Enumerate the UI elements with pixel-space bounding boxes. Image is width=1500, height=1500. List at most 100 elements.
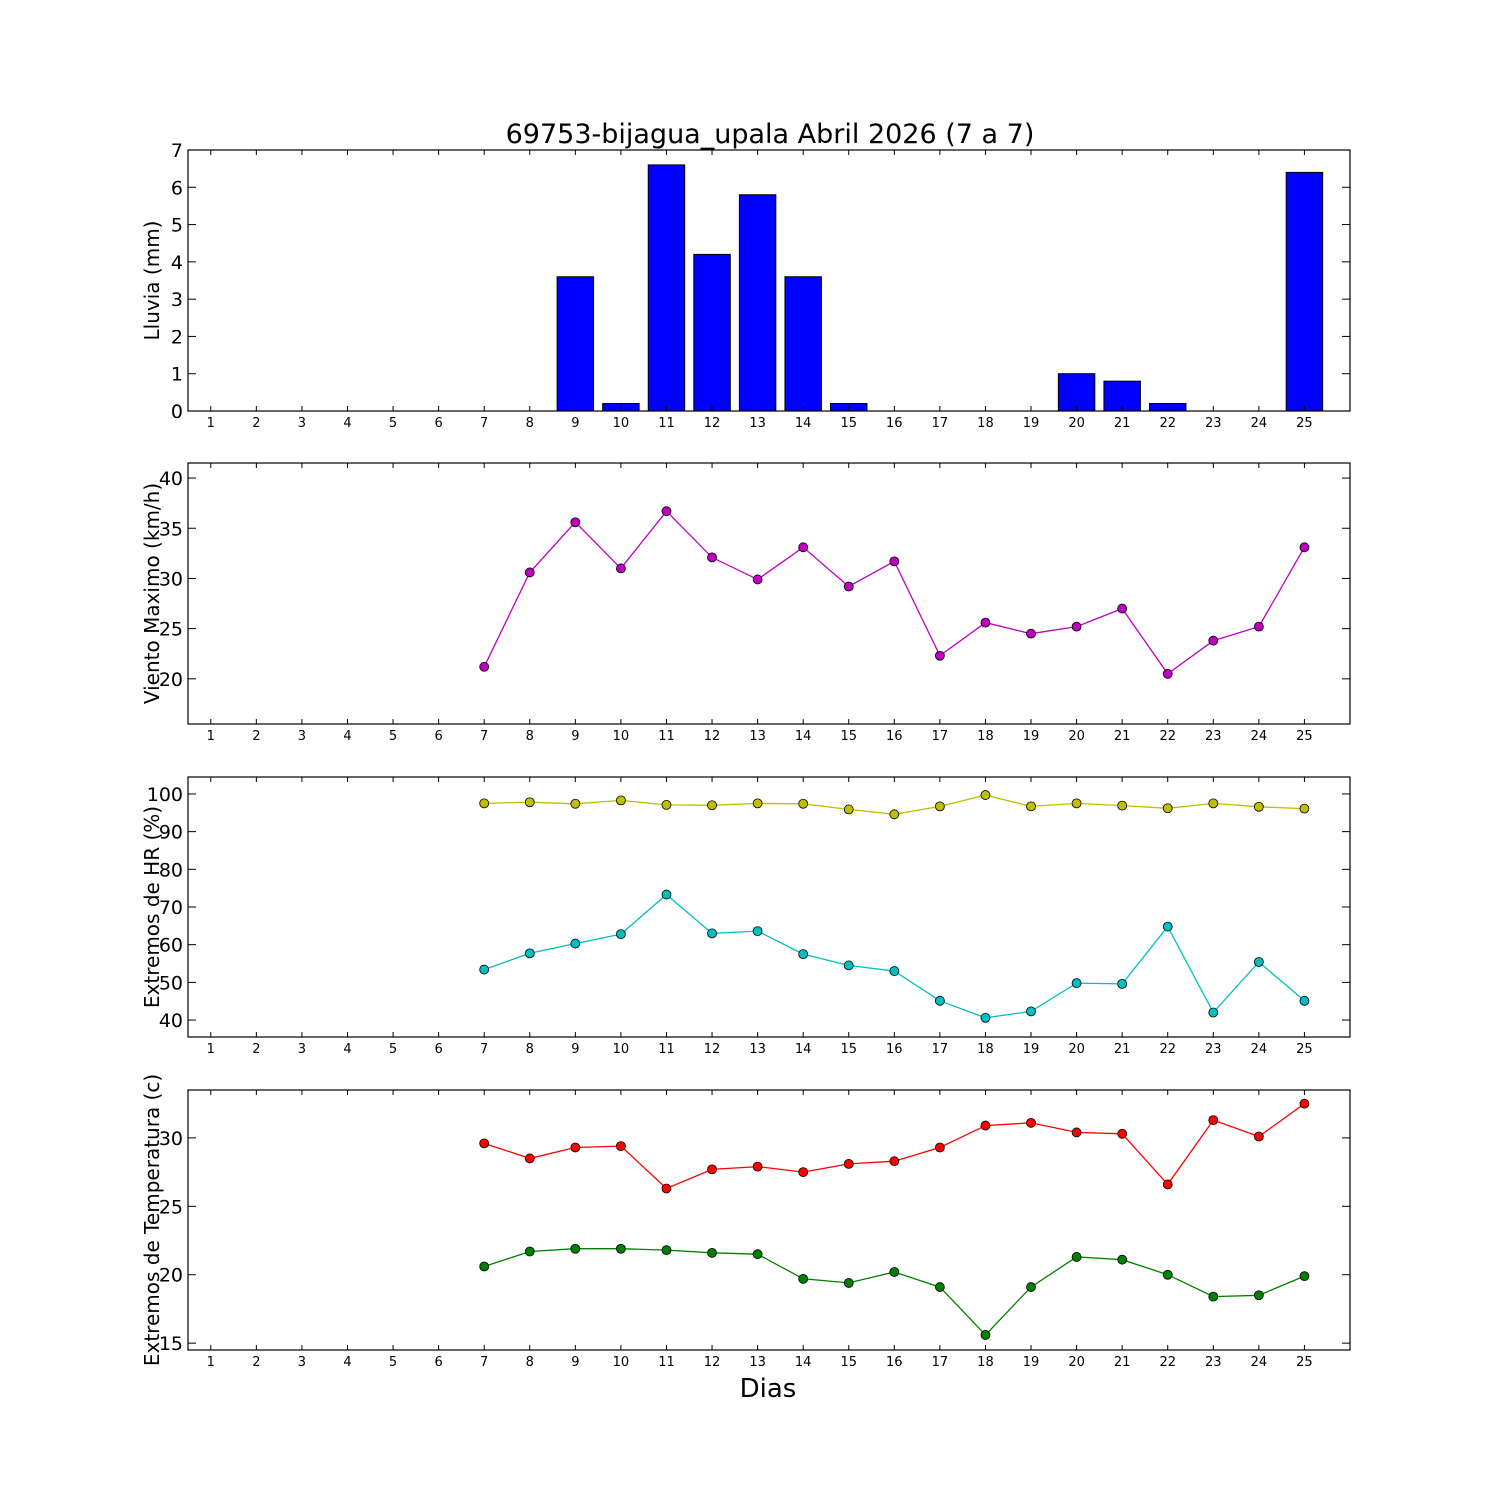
humidity-point-1-day-9 [570,938,581,949]
humidity-y-axis-label: Extremos de HR (%) [140,806,164,1008]
wind-ytick-label-40: 40 [159,468,183,490]
rain-xtick-label-8: 8 [526,416,534,431]
humidity-point-1-day-15 [843,960,854,971]
wind-point-0-day-22 [1162,668,1173,679]
humidity-xtick-label-6: 6 [434,1042,442,1057]
wind-xtick-label-25: 25 [1296,729,1313,744]
temperature-xtick-label-15: 15 [840,1355,857,1370]
temperature-xtick-label-12: 12 [704,1355,721,1370]
humidity-ytick-label-70: 70 [159,897,183,919]
humidity-point-1-day-11 [661,889,672,900]
rain-xtick-label-20: 20 [1068,416,1085,431]
wind-point-0-day-17 [934,650,945,661]
wind-y-axis-label: Viento Maximo (km/h) [140,483,164,704]
humidity-xtick-label-13: 13 [749,1042,766,1057]
wind-axes-frame [187,462,1351,725]
humidity-xtick-label-3: 3 [298,1042,306,1057]
rain-bar-day-13 [738,194,777,412]
humidity-point-0-day-22 [1162,803,1173,814]
rain-xtick-label-4: 4 [343,416,351,431]
wind-xtick-label-4: 4 [343,729,351,744]
temperature-point-1-day-10 [616,1243,626,1254]
humidity-ytick-label-50: 50 [159,972,183,994]
rain-ytick-label-6: 6 [171,177,183,199]
rain-xtick-label-19: 19 [1023,416,1040,431]
temperature-point-1-day-21 [1117,1254,1128,1265]
temperature-point-1-day-19 [1026,1282,1036,1292]
humidity-point-0-day-12 [707,800,717,811]
temperature-xtick-label-21: 21 [1114,1355,1131,1370]
wind-xtick-label-22: 22 [1159,729,1176,744]
wind-xtick-label-13: 13 [749,729,766,744]
temperature-point-1-day-9 [570,1243,581,1254]
wind-xtick-label-24: 24 [1251,729,1268,744]
humidity-xtick-label-17: 17 [932,1042,949,1057]
x-axis-label: Dias [740,1374,797,1404]
wind-xtick-label-14: 14 [795,729,812,744]
humidity-point-1-day-13 [752,926,763,937]
temperature-point-0-day-12 [707,1164,717,1175]
temperature-xtick-label-7: 7 [480,1355,488,1370]
temperature-point-1-day-12 [707,1247,717,1258]
humidity-xtick-label-5: 5 [389,1042,397,1057]
humidity-xtick-label-10: 10 [613,1042,630,1057]
temperature-ytick-label-25: 25 [159,1196,183,1218]
humidity-point-1-day-18 [980,1012,991,1023]
rain-xtick-label-10: 10 [613,416,630,431]
rain-ytick-label-0: 0 [171,401,183,423]
temperature-panel: 1 2 3 4 5 6 7 8 9 10 11 12 13 14 15 16 17 18 19 20 21 22 23 24 2… [140,1074,1351,1370]
temperature-point-0-day-15 [843,1158,854,1169]
humidity-ytick-label-60: 60 [159,935,183,957]
temperature-xtick-label-8: 8 [526,1355,534,1370]
temperature-point-0-day-20 [1071,1127,1082,1138]
temperature-point-0-day-24 [1253,1131,1264,1142]
humidity-point-0-day-18 [980,790,991,800]
temperature-point-0-day-8 [524,1153,535,1164]
humidity-point-1-day-7 [479,964,490,975]
wind-xtick-label-9: 9 [571,729,579,744]
temperature-xtick-label-18: 18 [977,1355,994,1370]
humidity-point-1-day-25 [1299,995,1310,1006]
humidity-xtick-label-21: 21 [1114,1042,1131,1057]
wind-xtick-label-5: 5 [389,729,397,744]
humidity-point-0-day-7 [479,798,490,809]
temperature-point-0-day-10 [616,1141,626,1152]
humidity-point-0-day-21 [1117,800,1128,811]
humidity-xtick-label-18: 18 [977,1042,994,1057]
rain-xtick-label-15: 15 [840,416,857,431]
rain-ytick-label-7: 7 [171,140,183,162]
wind-xtick-label-3: 3 [298,729,306,744]
wind-point-0-day-9 [570,517,581,528]
wind-xtick-label-10: 10 [613,729,630,744]
temperature-point-1-day-22 [1162,1269,1173,1280]
humidity-point-0-day-25 [1299,803,1310,814]
rain-panel: 1 2 3 4 5 6 7 8 9 10 11 12 13 14 15 16 17 18 19 20 21 22 23 24 2… [140,140,1351,431]
temperature-xtick-label-3: 3 [298,1355,306,1370]
wind-point-0-day-25 [1299,542,1310,553]
wind-xtick-label-16: 16 [886,729,903,744]
humidity-point-0-day-17 [934,801,945,812]
rain-ytick-label-4: 4 [171,252,183,274]
temperature-point-0-day-11 [661,1183,672,1194]
temperature-xtick-label-5: 5 [389,1355,397,1370]
temperature-ytick-label-15: 15 [159,1333,183,1355]
rain-ytick-label-3: 3 [171,289,183,311]
humidity-point-1-day-24 [1253,957,1264,967]
wind-xtick-label-19: 19 [1023,729,1040,744]
temperature-point-0-day-9 [570,1142,581,1153]
wind-xtick-label-18: 18 [977,729,994,744]
humidity-point-0-day-11 [661,799,672,810]
humidity-ytick-label-90: 90 [159,822,183,844]
humidity-point-0-day-10 [616,795,626,806]
humidity-point-0-day-15 [843,804,854,815]
humidity-xtick-label-24: 24 [1251,1042,1268,1057]
humidity-ytick-label-80: 80 [159,859,183,881]
temperature-xtick-label-1: 1 [207,1355,215,1370]
humidity-point-0-day-16 [889,809,900,820]
humidity-point-0-day-14 [798,798,809,809]
temperature-xtick-label-16: 16 [886,1355,903,1370]
humidity-panel: 1 2 3 4 5 6 7 8 9 10 11 12 13 14 15 16 17 18 19 20 21 22 23 24 2… [140,776,1351,1057]
humidity-point-0-day-20 [1071,798,1082,809]
rain-bar-day-12 [693,253,731,412]
rain-xtick-label-25: 25 [1296,416,1313,431]
